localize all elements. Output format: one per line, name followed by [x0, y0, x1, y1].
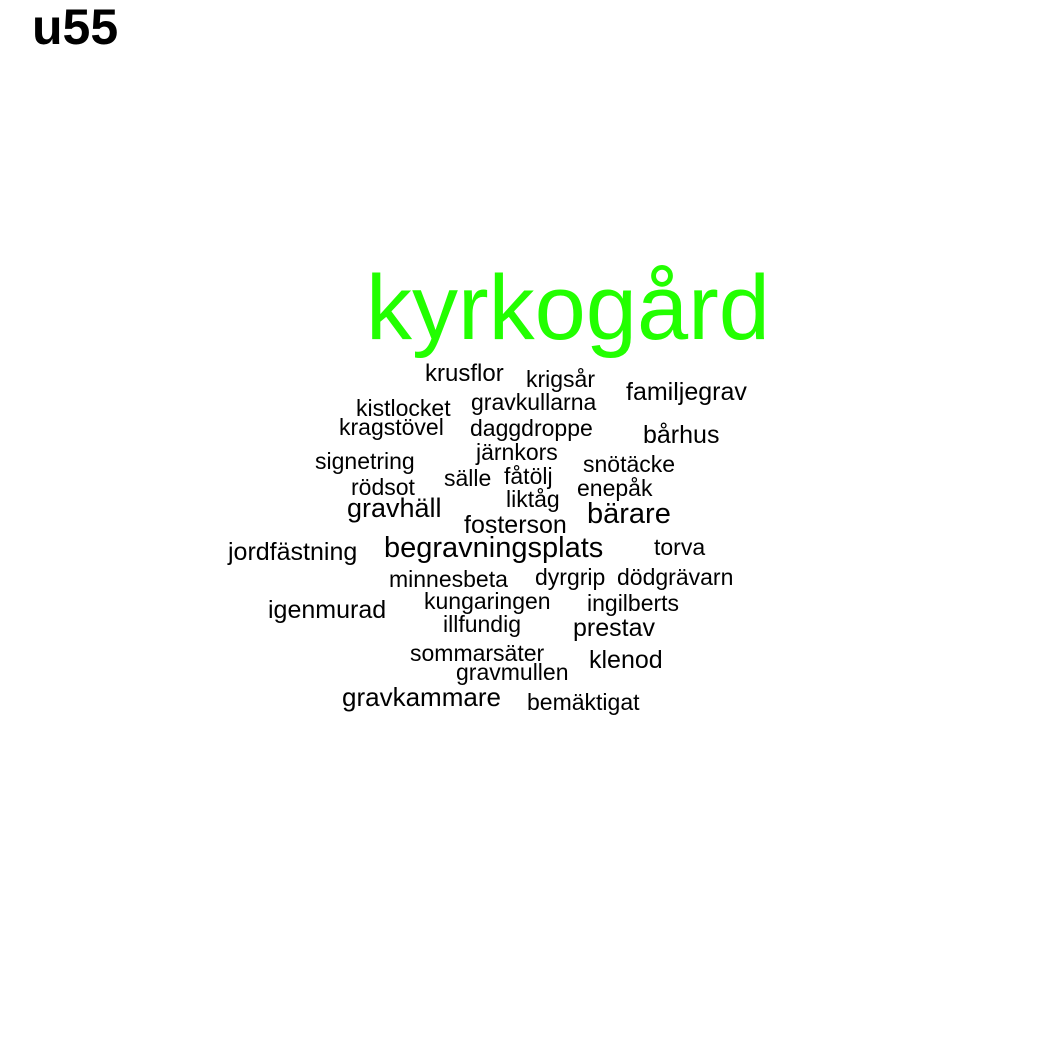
word-cloud-term: prestav: [573, 614, 655, 642]
word-cloud-term: krusflor: [425, 360, 504, 387]
word-cloud-term: signetring: [315, 448, 415, 474]
word-cloud-term: dyrgrip: [535, 564, 606, 590]
word-cloud-term: jordfästning: [228, 538, 358, 566]
word-cloud-term: rödsot: [351, 474, 415, 500]
word-cloud-term: igenmurad: [268, 596, 387, 624]
word-cloud-term: sommarsäter: [410, 640, 545, 666]
word-cloud-term: begravningsplats: [384, 532, 604, 564]
word-cloud-term: snötäcke: [583, 451, 676, 477]
word-cloud-term: kungaringen: [424, 588, 551, 614]
word-cloud-term: gravkullarna: [471, 389, 597, 415]
word-cloud-term: gravhäll: [347, 493, 442, 523]
word-cloud-term: kragstövel: [339, 414, 444, 440]
word-cloud-term: bärare: [587, 498, 671, 530]
word-cloud-term: familjegrav: [626, 378, 747, 406]
word-cloud-term: klenod: [589, 646, 663, 674]
word-cloud-term: bårhus: [643, 421, 720, 449]
word-cloud-term: krigsår: [526, 366, 596, 392]
word-cloud-term: sälle: [444, 465, 492, 491]
word-cloud-term: kistlocket: [356, 395, 451, 421]
word-cloud-term: kyrkogård: [366, 257, 770, 359]
word-cloud-term: liktåg: [506, 486, 560, 512]
word-cloud-term: gravmullen: [456, 659, 569, 685]
word-cloud-term: järnkors: [476, 439, 558, 465]
word-cloud-term: daggdroppe: [470, 415, 593, 441]
word-cloud-term: bemäktigat: [527, 689, 640, 715]
word-cloud-term: minnesbeta: [389, 566, 508, 592]
word-cloud-term: fåtölj: [504, 463, 553, 489]
word-cloud-term: enepåk: [577, 475, 653, 501]
word-cloud-term: gravkammare: [342, 682, 501, 712]
word-cloud-term: illfundig: [443, 611, 521, 637]
page-title: u55: [32, 0, 119, 55]
word-cloud-term: ingilberts: [587, 590, 680, 616]
word-cloud-term: dödgrävarn: [617, 564, 734, 590]
word-cloud-term: fosterson: [464, 511, 567, 539]
word-cloud-term: torva: [654, 534, 706, 560]
